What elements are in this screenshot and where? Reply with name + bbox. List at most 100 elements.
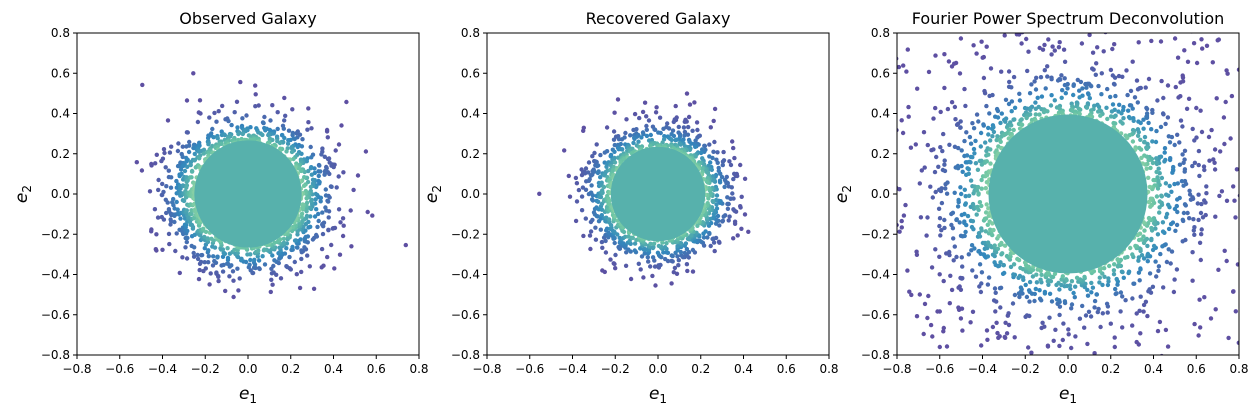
scatter-point bbox=[326, 215, 331, 220]
scatter-point bbox=[278, 146, 283, 151]
scatter-point bbox=[180, 144, 185, 149]
scatter-point bbox=[287, 254, 292, 260]
scatter-point bbox=[689, 141, 694, 146]
scatter-point bbox=[574, 181, 580, 186]
scatter-point bbox=[297, 221, 302, 226]
scatter-point bbox=[710, 236, 715, 242]
y-tick-label: −0.4 bbox=[41, 268, 70, 282]
scatter-point bbox=[232, 247, 237, 252]
scatter-point bbox=[708, 160, 713, 165]
scatter-point bbox=[312, 166, 317, 171]
scatter-point bbox=[211, 135, 216, 140]
scatter-point bbox=[645, 255, 650, 260]
scatter-point bbox=[704, 179, 709, 184]
scatter-point bbox=[715, 160, 720, 165]
scatter-point bbox=[607, 198, 612, 203]
scatter-point bbox=[590, 198, 596, 203]
scatter-point bbox=[294, 131, 299, 136]
scatter-point bbox=[715, 150, 720, 155]
scatter-point bbox=[237, 276, 242, 281]
scatter-point bbox=[309, 155, 314, 160]
scatter-point bbox=[742, 176, 748, 181]
scatter-point bbox=[632, 111, 638, 117]
scatter-point bbox=[721, 214, 726, 219]
scatter-point bbox=[720, 162, 725, 168]
y-tick-label: −0.8 bbox=[41, 348, 70, 362]
scatter-point bbox=[169, 144, 174, 149]
scatter-point bbox=[351, 187, 356, 193]
scatter-point bbox=[195, 252, 200, 258]
scatter-point bbox=[268, 289, 273, 295]
scatter-point bbox=[685, 132, 691, 137]
scatter-point bbox=[272, 240, 277, 245]
scatter-point bbox=[160, 247, 165, 252]
scatter-point bbox=[679, 253, 684, 258]
scatter-point bbox=[312, 214, 318, 219]
scatter-point bbox=[623, 234, 628, 239]
scatter-point bbox=[567, 194, 573, 199]
scatter-point bbox=[611, 261, 616, 266]
scatter-point bbox=[669, 258, 674, 264]
scatter-point bbox=[225, 255, 231, 261]
scatter-point bbox=[253, 92, 258, 97]
scatter-point bbox=[207, 115, 212, 120]
scatter-point bbox=[646, 118, 652, 123]
scatter-point bbox=[198, 111, 203, 116]
scatter-point bbox=[623, 130, 628, 136]
scatter-point bbox=[661, 126, 666, 131]
scatter-point bbox=[221, 262, 226, 268]
scatter-point bbox=[637, 115, 642, 121]
scatter-points bbox=[537, 91, 751, 288]
scatter-point bbox=[299, 211, 305, 216]
scatter-point bbox=[731, 236, 736, 241]
scatter-point bbox=[702, 143, 707, 148]
scatter-point bbox=[731, 207, 736, 212]
scatter-point bbox=[171, 202, 176, 208]
scatter-point bbox=[716, 239, 722, 244]
scatter-point bbox=[165, 200, 170, 205]
scatter-point bbox=[316, 178, 321, 184]
scatter-point bbox=[281, 236, 287, 241]
scatter-point bbox=[316, 211, 321, 217]
scatter-point bbox=[714, 202, 719, 207]
scatter-point bbox=[601, 184, 607, 190]
scatter-point bbox=[184, 98, 190, 103]
scatter-point bbox=[658, 130, 663, 136]
scatter-point bbox=[306, 225, 311, 230]
scatter-point bbox=[327, 160, 332, 165]
scatter-point bbox=[302, 245, 307, 250]
scatter-point bbox=[686, 250, 692, 255]
scatter-point bbox=[184, 183, 190, 188]
scatter-point bbox=[253, 104, 258, 109]
scatter-point bbox=[586, 170, 591, 175]
scatter-point bbox=[712, 106, 718, 112]
scatter-point bbox=[719, 174, 725, 180]
scatter-point bbox=[673, 103, 678, 109]
x-axis-label: e1 bbox=[239, 384, 257, 406]
scatter-point bbox=[160, 181, 165, 187]
scatter-point bbox=[174, 231, 179, 236]
scatter-point bbox=[652, 127, 658, 132]
scatter-point bbox=[588, 229, 594, 234]
scatter-point bbox=[711, 118, 716, 124]
scatter-point bbox=[189, 211, 194, 217]
scatter-point bbox=[180, 154, 185, 160]
scatter-point bbox=[712, 248, 717, 254]
scatter-point bbox=[290, 132, 295, 138]
scatter-point bbox=[671, 270, 676, 275]
scatter-point bbox=[648, 241, 653, 246]
scatter-point bbox=[687, 102, 693, 107]
scatter-point bbox=[715, 213, 721, 219]
scatter-point bbox=[226, 118, 231, 124]
scatter-point bbox=[262, 247, 267, 252]
scatter-point bbox=[320, 210, 325, 215]
scatter-point bbox=[652, 264, 658, 269]
scatter-point bbox=[611, 137, 617, 142]
scatter-point bbox=[673, 137, 678, 143]
scatter-point bbox=[310, 181, 316, 186]
scatter-point bbox=[739, 226, 744, 231]
scatter-point bbox=[666, 126, 672, 131]
scatter-point bbox=[365, 209, 370, 215]
scatter-point bbox=[202, 246, 207, 251]
scatter-point bbox=[653, 283, 658, 288]
